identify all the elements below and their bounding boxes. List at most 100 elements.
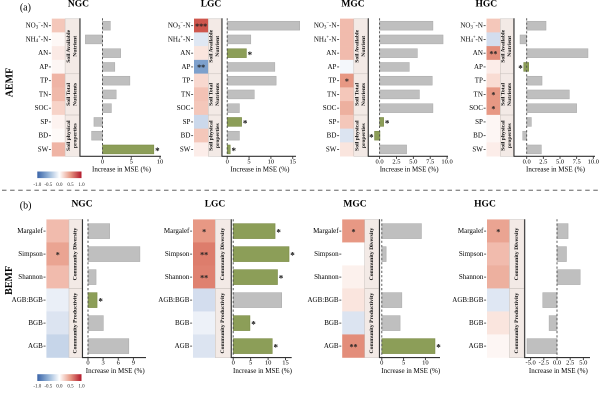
- svg-text:Shannon: Shannon: [459, 273, 484, 281]
- svg-text:AGB:BGB: AGB:BGB: [307, 296, 338, 304]
- svg-text:6: 6: [117, 360, 121, 367]
- svg-text:Increase in MSE (%): Increase in MSE (%): [233, 367, 293, 375]
- svg-text:**: **: [197, 63, 205, 72]
- svg-text:NH4+-N: NH4+-N: [460, 35, 483, 44]
- svg-text:Soil Total: Soil Total: [501, 83, 507, 106]
- svg-text:Simpson: Simpson: [18, 250, 43, 258]
- svg-text:5: 5: [402, 360, 405, 367]
- svg-text:Shannon: Shannon: [18, 273, 43, 281]
- svg-text:0.0: 0.0: [523, 158, 531, 165]
- svg-text:SP: SP: [329, 118, 337, 126]
- svg-text:SW: SW: [326, 145, 337, 153]
- svg-text:0.5: 0.5: [67, 183, 74, 188]
- svg-text:Simpson: Simpson: [165, 250, 190, 258]
- svg-text:TN: TN: [39, 90, 48, 98]
- svg-text:*: *: [436, 343, 441, 353]
- svg-text:2.5: 2.5: [539, 158, 547, 165]
- svg-text:10: 10: [268, 158, 275, 165]
- svg-text:5: 5: [249, 360, 252, 367]
- svg-text:(b): (b): [20, 200, 32, 211]
- svg-text:*: *: [98, 297, 103, 307]
- svg-text:(a): (a): [20, 3, 31, 14]
- svg-text:BD: BD: [38, 132, 48, 140]
- svg-text:2.5: 2.5: [566, 360, 574, 367]
- svg-text:SP: SP: [475, 118, 483, 126]
- svg-text:AN: AN: [180, 49, 190, 57]
- svg-text:Community Diversity: Community Diversity: [369, 228, 375, 281]
- svg-text:0.0: 0.0: [56, 183, 63, 188]
- svg-text:-1.0: -1.0: [33, 384, 41, 389]
- svg-text:NO3−-N: NO3−-N: [314, 21, 337, 30]
- svg-text:TP: TP: [40, 77, 48, 85]
- svg-text:*: *: [369, 132, 374, 142]
- svg-text:10: 10: [422, 360, 429, 367]
- svg-text:*: *: [496, 227, 500, 236]
- svg-text:AGB:BGB: AGB:BGB: [12, 296, 43, 304]
- svg-text:Increase in MSE (%): Increase in MSE (%): [380, 166, 440, 174]
- svg-text:*: *: [279, 274, 284, 284]
- svg-text:Soil physical: Soil physical: [209, 120, 215, 151]
- svg-text:0: 0: [226, 158, 229, 165]
- svg-text:Community Diversity: Community Diversity: [514, 228, 520, 281]
- svg-text:10: 10: [265, 360, 272, 367]
- svg-text:SW: SW: [180, 145, 191, 153]
- svg-text:**: **: [489, 49, 497, 58]
- svg-text:BGB: BGB: [324, 319, 339, 327]
- svg-text:AP: AP: [181, 63, 190, 71]
- svg-text:AN: AN: [473, 49, 483, 57]
- svg-text:**: **: [200, 273, 208, 282]
- svg-text:Soil physical: Soil physical: [66, 120, 72, 151]
- svg-text:*: *: [251, 320, 256, 330]
- svg-text:properties: properties: [361, 122, 367, 148]
- svg-text:*: *: [202, 227, 206, 236]
- svg-text:AP: AP: [39, 63, 48, 71]
- svg-text:SW: SW: [472, 145, 483, 153]
- svg-text:*: *: [232, 146, 237, 156]
- svg-text:0: 0: [232, 360, 235, 367]
- svg-text:BD: BD: [327, 132, 337, 140]
- svg-text:-0.5: -0.5: [44, 183, 52, 188]
- svg-text:10: 10: [157, 158, 164, 165]
- svg-text:AP: AP: [474, 63, 483, 71]
- svg-text:10.0: 10.0: [441, 158, 452, 165]
- svg-text:LGC: LGC: [205, 199, 226, 209]
- svg-text:TP: TP: [182, 77, 190, 85]
- svg-text:AGB: AGB: [28, 342, 43, 350]
- svg-text:Nutrients: Nutrients: [507, 82, 513, 106]
- svg-text:*: *: [518, 64, 523, 74]
- svg-text:NH4+-N: NH4+-N: [168, 35, 191, 44]
- svg-text:5.0: 5.0: [409, 158, 417, 165]
- svg-text:AN: AN: [326, 49, 336, 57]
- svg-text:Soil Available: Soil Available: [66, 29, 72, 62]
- svg-text:NH4+-N: NH4+-N: [26, 35, 49, 44]
- svg-text:10.0: 10.0: [588, 158, 599, 165]
- svg-text:*: *: [491, 91, 495, 100]
- svg-text:-5.0: -5.0: [526, 360, 536, 367]
- svg-text:Simpson: Simpson: [314, 250, 339, 258]
- svg-text:TP: TP: [475, 77, 483, 85]
- svg-text:*: *: [290, 251, 295, 261]
- svg-text:-0.5: -0.5: [44, 384, 52, 389]
- svg-text:AEMF: AEMF: [4, 68, 15, 97]
- svg-text:5.0: 5.0: [556, 158, 564, 165]
- svg-text:Shannon: Shannon: [165, 273, 190, 281]
- svg-text:SP: SP: [40, 118, 48, 126]
- svg-text:Increase in MSE (%): Increase in MSE (%): [529, 367, 589, 375]
- svg-text:Community Productivity: Community Productivity: [220, 293, 226, 354]
- svg-text:*: *: [345, 77, 349, 86]
- svg-text:Nutrients: Nutrients: [215, 82, 221, 106]
- svg-text:5: 5: [130, 158, 133, 165]
- svg-text:**: **: [200, 250, 208, 259]
- svg-text:***: ***: [195, 22, 207, 31]
- svg-text:MGC: MGC: [343, 199, 366, 209]
- svg-text:Increase in MSE (%): Increase in MSE (%): [526, 166, 586, 174]
- svg-text:-2.5: -2.5: [539, 360, 549, 367]
- svg-text:AP: AP: [327, 63, 336, 71]
- svg-text:-1.0: -1.0: [33, 183, 41, 188]
- svg-text:Soil Total: Soil Total: [209, 83, 215, 106]
- svg-text:Soil Total: Soil Total: [66, 83, 72, 106]
- svg-text:TN: TN: [181, 90, 190, 98]
- svg-text:9: 9: [132, 360, 135, 367]
- svg-text:AN: AN: [38, 49, 48, 57]
- svg-text:BD: BD: [181, 132, 191, 140]
